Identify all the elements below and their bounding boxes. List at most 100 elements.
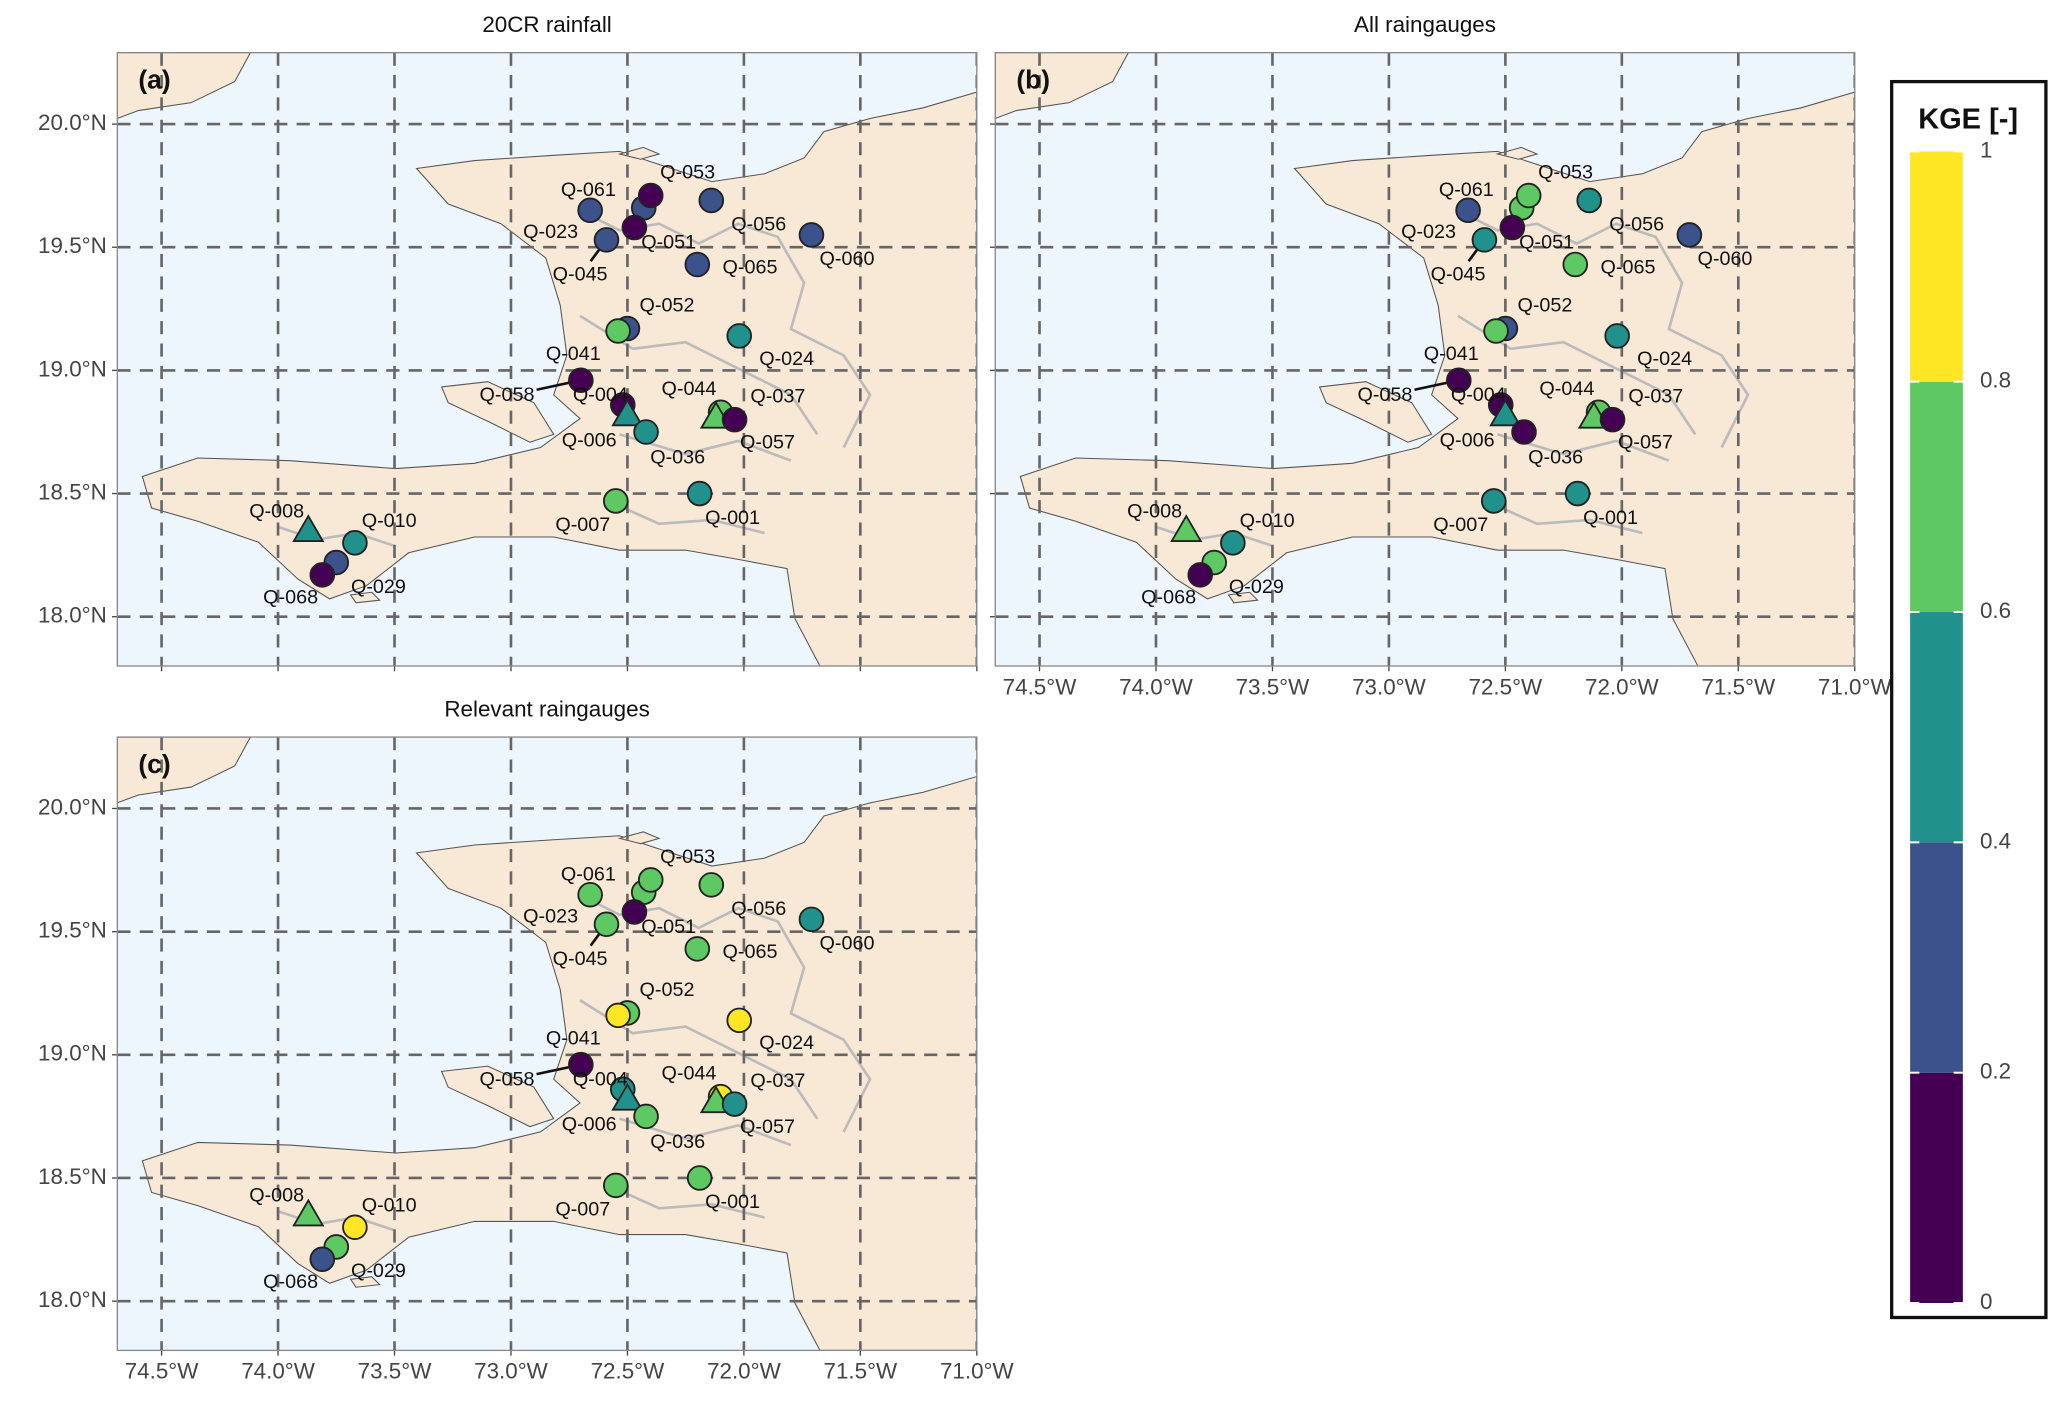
station-label: Q-052 [1517,294,1572,316]
station-marker [684,251,711,278]
station-marker [1489,398,1522,427]
x-tick-label: 72.5°W [1469,674,1544,699]
station-marker [621,214,648,241]
station-label: Q-008 [1127,500,1182,522]
station-label: Q-044 [661,1063,716,1085]
station-marker [1576,187,1603,214]
y-tick-label: 18.0°N [38,1287,107,1312]
station-label: Q-053 [1538,161,1593,183]
station-label: Q-058 [480,1069,535,1091]
station-marker [686,480,713,507]
station-marker [1604,323,1630,349]
station-marker [798,906,825,933]
panel-title: 20CR rainfall [482,12,611,37]
x-tick-label: 74.5°W [125,1359,200,1384]
station-label: Q-052 [640,979,695,1001]
station-label: Q-007 [555,1199,610,1221]
station-marker [1170,514,1203,542]
station-label: Q-061 [561,179,616,201]
panels: 18.0°N 18.5°N 19.0°N 19.5°N 20.0°N 20CR rainf… [38,12,1892,1383]
station-marker [721,1091,748,1117]
station-marker [342,530,368,556]
station-label: Q-044 [1539,378,1594,400]
y-tick-label: 19.0°N [38,356,107,381]
station-label: Q-041 [546,1027,601,1049]
station-label: Q-051 [1519,232,1574,254]
station-label: Q-001 [705,507,760,529]
station-marker [637,867,664,893]
y-tick-label: 20.0°N [38,110,107,135]
station-label: Q-051 [641,232,696,254]
station-label: Q-041 [546,343,601,365]
station-label: Q-068 [263,587,318,609]
station-label: Q-037 [750,386,805,408]
station-marker [637,182,664,209]
station-marker [1455,197,1481,224]
station-label: Q-004 [573,1068,628,1090]
panel-tag: (c) [138,749,170,779]
station-label: Q-056 [1609,214,1664,236]
station-label: Q-008 [249,500,304,522]
colorbar-segment [1910,381,1963,613]
x-tick-label: 71.0°W [1818,674,1893,699]
station-label: Q-065 [723,257,778,279]
colorbar-segment [1910,612,1963,843]
x-tick-label: 72.0°W [1585,674,1660,699]
y-tick-label: 19.5°N [38,233,107,258]
station-marker [577,881,603,908]
station-marker [1515,182,1542,209]
station-label: Q-024 [759,1032,814,1054]
station-label: Q-058 [1357,384,1412,406]
station-marker [686,1165,713,1191]
station-label: Q-036 [650,447,705,469]
station-label: Q-001 [1583,507,1638,529]
y-tick-label: 18.5°N [38,1164,107,1189]
map-panel: 18.0°N 18.5°N 19.0°N 19.5°N 20.0°N 20CR rainf… [38,12,978,672]
x-tick-label: 74.5°W [1003,674,1078,699]
station-label: Q-006 [1440,429,1495,451]
station-marker [292,514,325,542]
station-marker [1676,222,1703,248]
station-label: Q-029 [351,576,406,598]
station-label: Q-036 [1528,447,1583,469]
station-marker [568,1051,594,1078]
station-marker [698,872,725,898]
station-marker [1446,367,1472,394]
station-label: Q-060 [1698,248,1753,270]
station-marker [593,911,620,938]
station-marker [593,227,620,253]
x-tick-label: 72.5°W [591,1359,666,1384]
station-marker [605,1002,631,1029]
legend-title: KGE [-] [1918,104,2018,136]
station-label: Q-004 [1451,384,1506,406]
station-marker [309,1246,336,1273]
map-area [117,52,977,666]
station-label: Q-006 [562,429,617,451]
station-marker [342,1214,368,1241]
station-marker [568,367,594,394]
station-label: Q-053 [660,846,715,868]
panel-tag: (a) [138,65,170,95]
station-label: Q-007 [555,514,610,536]
station-marker [698,187,725,214]
x-tick-label: 73.0°W [474,1359,549,1384]
station-label: Q-060 [820,933,875,955]
colorbar-segment [1910,151,1963,382]
station-marker [1499,214,1526,241]
colorbar-segment [1910,1072,1963,1304]
station-label: Q-036 [650,1131,705,1153]
legend: KGE [-] 0 0.2 0.4 0.6 0.8 1 [1890,79,2048,1320]
y-tick-label: 18.0°N [38,603,107,628]
station-marker [1562,251,1589,278]
panel-title: All raingauges [1354,12,1496,37]
station-label: Q-010 [362,510,417,532]
station-label: Q-037 [750,1070,805,1092]
y-tick-label: 19.0°N [38,1041,107,1066]
station-label: Q-044 [661,378,716,400]
station-marker [1599,406,1626,433]
colorbar-tick-label: 0.4 [1980,828,2011,853]
station-label: Q-010 [1240,510,1295,532]
x-tick-label: 71.0°W [940,1359,1015,1384]
x-tick-label: 73.5°W [358,1359,433,1384]
